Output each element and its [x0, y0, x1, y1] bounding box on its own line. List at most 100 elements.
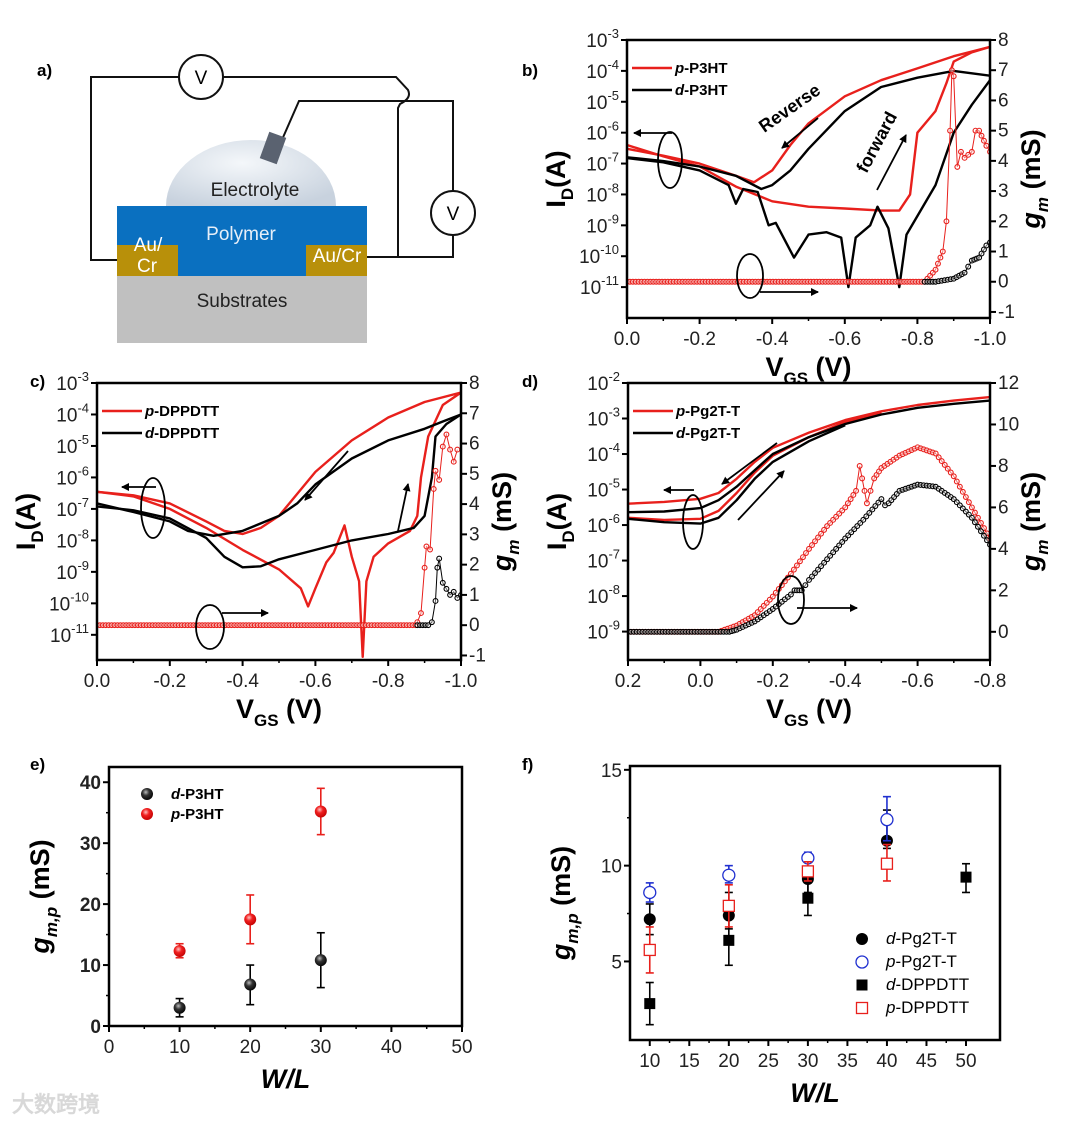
gm-data-point: [736, 625, 743, 632]
y2-tick-label: 0: [998, 272, 1009, 293]
gm-data-point: [948, 67, 955, 74]
y-tick-exponent: -3: [607, 26, 619, 41]
x-tick-label: -0.2: [153, 671, 186, 692]
data-point-p-DPPDTT: [643, 926, 656, 974]
legend-label: p-Pg2T-T: [675, 403, 740, 420]
data-point-d-DPPDTT: [644, 981, 656, 1026]
x-tick-label: 10: [639, 1051, 660, 1072]
legend-name: -DPPDTT: [895, 975, 969, 994]
x-axis-label-main: V: [766, 694, 784, 724]
y-tick-base: 10: [56, 374, 77, 395]
sphere-marker: [141, 808, 153, 820]
panel-label-f: f): [522, 755, 533, 774]
device-schematic: V V Electrolyte Polymer Au/ Cr Au/Cr Sub…: [90, 54, 476, 343]
y-axis-label-rest: (mS): [546, 846, 576, 914]
filled-square-marker: [723, 934, 735, 946]
y2-axis-label-rest: (mS): [1016, 129, 1046, 197]
legend-name: -DPPDTT: [895, 998, 969, 1017]
y2-tick-label: 4: [998, 151, 1009, 172]
y2-tick-label: 0: [469, 615, 480, 636]
gm-data-point: [859, 475, 866, 482]
legend-label: d-P3HT: [171, 786, 224, 803]
gm-data-point: [974, 523, 981, 530]
wire-drain-gate: [223, 76, 410, 257]
gm-data-point: [981, 532, 987, 539]
gm-data-point: [436, 476, 443, 483]
y-tick-base: 10: [579, 247, 600, 268]
gm-data-point: [950, 473, 957, 480]
y-tick-base: 10: [587, 516, 608, 537]
series-line-d-DPPDTT-reverse: [97, 413, 461, 537]
series-gm-line-p-Pg2T-T-gm: [628, 446, 990, 633]
y-tick-exponent: -4: [77, 400, 89, 415]
gm-data-point: [956, 483, 963, 490]
x-tick-label: 40: [381, 1037, 402, 1058]
legend-label: d-Pg2T-T: [886, 929, 957, 948]
y2-axis-label-main: g: [1016, 212, 1046, 230]
gm-data-point: [428, 619, 435, 626]
gm-data-point: [853, 487, 860, 494]
y-tick-label: 10-7: [56, 495, 89, 521]
plot-frame: [95, 381, 463, 662]
data-point-d-DPPDTT: [802, 882, 814, 917]
y-tick-label: 40: [80, 773, 101, 794]
x-axis-label: VGS (V): [766, 694, 852, 730]
axis-indicator-ellipse: [195, 604, 225, 650]
contact-left-label-2: Cr: [137, 256, 158, 277]
gm-data-point: [821, 526, 828, 533]
gm-data-point: [450, 458, 457, 465]
y-axis-label-rest: (mS): [25, 839, 55, 907]
y2-tick-label: 4: [998, 539, 1009, 560]
x-tick-label: -1.0: [974, 329, 1007, 350]
x-tick-label: 35: [837, 1051, 858, 1072]
filled-square-marker: [960, 871, 972, 883]
gm-data-point: [983, 142, 990, 149]
series-gm-line-p-P3HT-gm: [627, 70, 990, 283]
legend-name: -Pg2T-T: [895, 952, 956, 971]
y-tick-base: 10: [56, 531, 77, 552]
series-line-d-Pg2T-T-forward: [628, 424, 846, 525]
chart-panel-b: 0.0 -0.2 -0.4 -0.6 -0.8 -1.010-1110-1010-910-…: [541, 26, 1052, 388]
y-tick-label: 5: [611, 952, 622, 973]
gm-data-point: [443, 431, 450, 438]
y-tick-exponent: -3: [77, 369, 89, 384]
y-axis-label-main: I: [542, 543, 572, 551]
gm-data-point: [847, 496, 854, 503]
legend-prefix: d: [676, 425, 686, 442]
gm-data-point: [962, 494, 969, 500]
y-axis-label-rest: (A): [11, 493, 41, 530]
gm-data-point: [867, 487, 874, 494]
sphere-marker: [314, 805, 327, 818]
y-tick-base: 10: [56, 405, 77, 426]
gm-data-point: [745, 621, 752, 628]
gm-data-point: [443, 585, 450, 592]
x-tick-label: -0.4: [226, 671, 259, 692]
plot-area: [628, 395, 990, 635]
x-axis-label-rest: (V): [279, 694, 323, 724]
gm-data-point: [878, 496, 885, 503]
y-tick-exponent: -5: [77, 432, 89, 447]
gm-data-point: [450, 588, 457, 595]
data-point-p-Pg2T-T: [722, 864, 736, 884]
x-tick-label: 15: [679, 1051, 700, 1072]
y-tick-base: 10: [586, 155, 607, 176]
y-tick-label: 10-2: [587, 369, 620, 395]
contact-right: [306, 245, 367, 276]
y-tick-base: 10: [580, 278, 601, 299]
y2-tick-label: -1: [469, 645, 486, 666]
x-tick-label: 50: [451, 1037, 472, 1058]
y-axis-label: gm,p (mS): [546, 846, 582, 961]
gm-data-point: [935, 454, 942, 461]
legend-name: -DPPDTT: [154, 425, 219, 442]
gm-data-point: [941, 461, 948, 468]
gm-data-point: [850, 492, 857, 498]
series-gm-line-p-DPPDTT-gm: [97, 432, 458, 626]
panel-label-e: e): [30, 755, 45, 774]
y-tick-label: 10-6: [56, 463, 89, 489]
data-point-p-DPPDTT: [722, 883, 735, 928]
gm-data-point: [803, 550, 809, 556]
gm-data-point: [911, 445, 918, 452]
x-tick-label: -0.6: [828, 329, 861, 350]
y-axis-label-main: g: [25, 937, 55, 955]
